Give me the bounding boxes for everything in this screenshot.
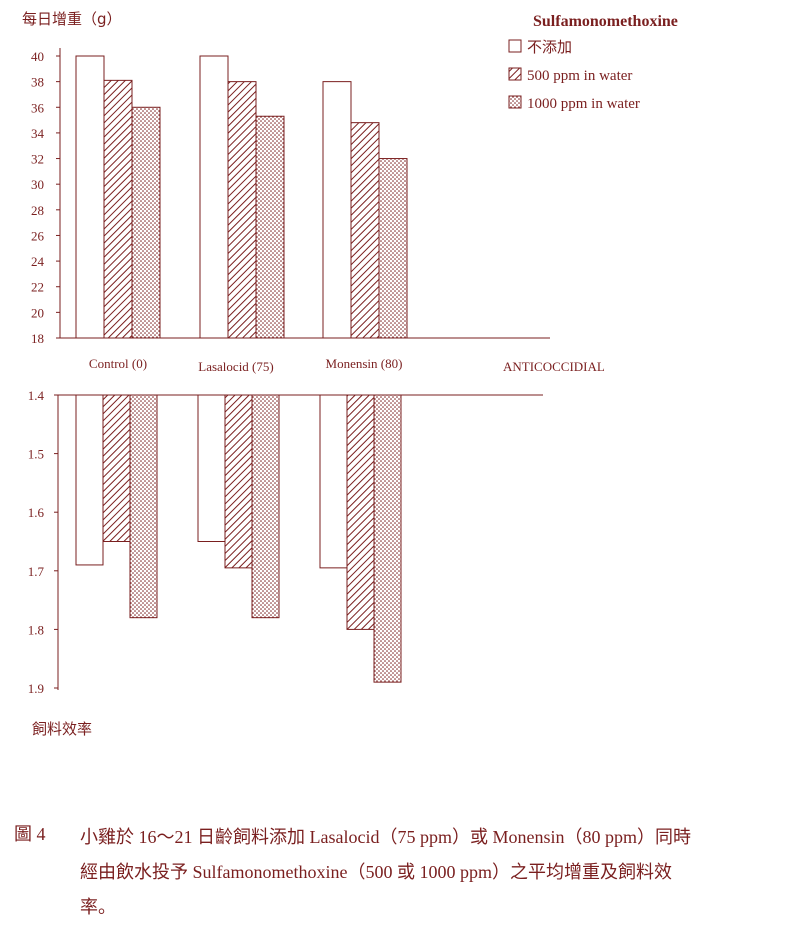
feed-efficiency-bar [224, 394, 253, 569]
weight-gain-tick-label: 28 [31, 203, 44, 218]
legend: Sulfamonomethoxine 不添加 500 ppm in water 10… [508, 13, 678, 112]
weight-gain-bar [322, 81, 352, 339]
feed-efficiency-bar [129, 394, 158, 619]
weight-gain-bar [103, 79, 133, 339]
feed-efficiency-tick-label: 1.7 [28, 564, 45, 579]
weight-gain-tick-label: 34 [31, 126, 45, 141]
weight-gain-tick-label: 30 [31, 177, 44, 192]
feed-efficiency-tick-label: 1.5 [28, 447, 44, 462]
weight-gain-bar [350, 122, 380, 339]
weight-gain-ticks: 40 38 36 34 32 30 28 26 24 22 20 18 [31, 49, 60, 346]
weight-gain-xlabel: ANTICOCCIDIAL [503, 359, 605, 374]
figure-charts: 每日增重（g） 40 38 36 34 32 30 28 26 24 22 20 18 Control… [22, 10, 678, 738]
weight-gain-tick-label: 18 [31, 331, 44, 346]
weight-gain-bar [255, 115, 285, 339]
legend-swatch [508, 95, 522, 109]
legend-entry: 500 ppm in water [527, 68, 632, 84]
category-label: Monensin (80) [326, 356, 403, 371]
legend-swatch [508, 67, 522, 81]
weight-gain-tick-label: 38 [31, 75, 44, 90]
weight-gain-categories: Control (0) Lasalocid (75) Monensin (80) [89, 356, 403, 374]
feed-efficiency-bar [197, 394, 226, 542]
legend-swatch [508, 39, 522, 53]
weight-gain-tick-label: 36 [31, 100, 45, 115]
weight-gain-bar [199, 55, 229, 339]
category-label: Lasalocid (75) [198, 359, 273, 374]
feed-efficiency-bar [102, 394, 131, 542]
feed-efficiency-tick-label: 1.6 [28, 505, 45, 520]
weight-gain-tick-label: 40 [31, 49, 44, 64]
legend-title: Sulfamonomethoxine [533, 13, 678, 30]
feed-efficiency-ticks: 1.4 1.5 1.6 1.7 1.8 1.9 [28, 388, 58, 696]
feed-efficiency-ylabel: 飼料效率 [32, 720, 92, 738]
feed-efficiency-tick-label: 1.9 [28, 681, 44, 696]
weight-gain-tick-label: 26 [31, 228, 45, 243]
weight-gain-bar [227, 81, 257, 339]
weight-gain-tick-label: 32 [31, 152, 44, 167]
weight-gain-chart: 每日增重（g） 40 38 36 34 32 30 28 26 24 22 20 18 Control… [22, 10, 605, 374]
feed-efficiency-bar [319, 394, 348, 569]
weight-gain-tick-label: 20 [31, 305, 44, 320]
figure-caption-label: 圖 4 [14, 824, 46, 844]
weight-gain-ylabel: 每日增重（g） [22, 10, 122, 28]
feed-efficiency-tick-label: 1.4 [28, 388, 45, 403]
feed-efficiency-bars [75, 394, 402, 683]
weight-gain-bar [75, 55, 105, 339]
weight-gain-bars [75, 55, 408, 339]
feed-efficiency-tick-label: 1.8 [28, 622, 44, 637]
feed-efficiency-bar [75, 394, 104, 566]
category-label: Control (0) [89, 356, 147, 371]
weight-gain-tick-label: 22 [31, 280, 44, 295]
legend-entry: 不添加 [527, 39, 572, 56]
feed-efficiency-bar [346, 394, 375, 630]
feed-efficiency-chart: 1.4 1.5 1.6 1.7 1.8 1.9 飼料效率 [28, 388, 543, 738]
figure-caption-text: 小雞於 16～21 日齡飼料添加 Lasalocid（75 ppm）或 Mone… [80, 827, 691, 917]
weight-gain-bar [378, 158, 408, 339]
legend-entry: 1000 ppm in water [527, 96, 640, 112]
weight-gain-bar [131, 106, 161, 339]
weight-gain-tick-label: 24 [31, 254, 45, 269]
feed-efficiency-bar [373, 394, 402, 683]
feed-efficiency-bar [251, 394, 280, 619]
